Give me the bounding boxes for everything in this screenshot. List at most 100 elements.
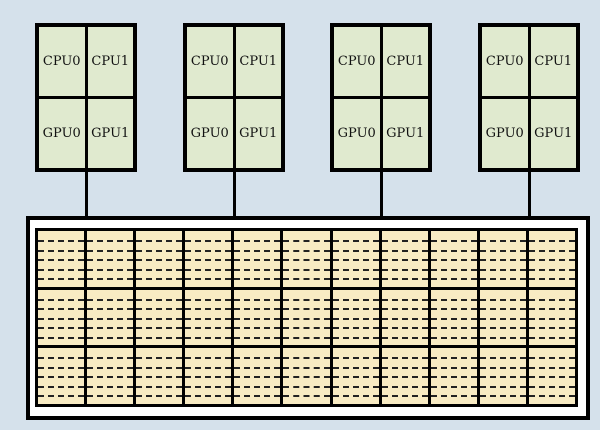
cpu-cell: CPU0	[39, 27, 85, 96]
memory-line	[430, 240, 477, 242]
memory-line	[136, 298, 183, 301]
memory-line	[430, 366, 477, 369]
memory-line	[136, 336, 183, 339]
node-connector	[380, 172, 383, 220]
memory-line	[381, 259, 428, 261]
node-connector	[85, 172, 88, 220]
memory-line	[185, 317, 232, 320]
node-connector	[233, 172, 236, 220]
memory-line	[185, 366, 232, 369]
memory-line	[185, 376, 232, 379]
memory-line	[528, 357, 575, 360]
memory-line	[381, 395, 428, 398]
memory-line	[430, 268, 477, 271]
memory-line	[283, 336, 330, 339]
memory-line	[332, 336, 379, 339]
memory-line	[38, 249, 85, 252]
memory-line	[332, 308, 379, 311]
memory-line	[381, 317, 428, 320]
memory-block	[381, 348, 428, 404]
memory-line	[283, 308, 330, 311]
gpu-cell: GPU0	[39, 99, 85, 168]
memory-line	[234, 298, 281, 301]
memory-line	[430, 298, 477, 301]
memory-line	[528, 385, 575, 388]
memory-line	[136, 385, 183, 388]
memory-block	[381, 289, 428, 346]
memory-line	[234, 376, 281, 379]
memory-line	[38, 327, 85, 330]
memory-line	[87, 259, 134, 261]
memory-line	[430, 278, 477, 280]
gpu-cell: GPU1	[87, 99, 133, 168]
memory-line	[234, 336, 281, 339]
memory-line	[283, 317, 330, 320]
memory-line	[87, 298, 134, 301]
memory-line	[430, 395, 477, 398]
memory-block	[185, 231, 232, 287]
memory-line	[430, 376, 477, 379]
memory-line	[332, 385, 379, 388]
memory-line	[136, 357, 183, 360]
memory-line	[38, 376, 85, 379]
memory-line	[136, 308, 183, 311]
memory-line	[381, 298, 428, 301]
memory-line	[479, 317, 526, 320]
memory-line	[185, 327, 232, 330]
memory-line	[87, 327, 134, 330]
memory-line	[283, 357, 330, 360]
memory-line	[283, 259, 330, 261]
memory-line	[528, 278, 575, 280]
memory-line	[87, 366, 134, 369]
memory-line	[38, 395, 85, 398]
memory-line	[185, 259, 232, 261]
memory-line	[87, 308, 134, 311]
memory-line	[332, 298, 379, 301]
memory-grid	[35, 228, 578, 407]
memory-line	[136, 395, 183, 398]
memory-block	[136, 231, 183, 287]
memory-line	[528, 249, 575, 252]
memory-line	[479, 357, 526, 360]
memory-line	[381, 336, 428, 339]
memory-line	[234, 357, 281, 360]
memory-line	[234, 327, 281, 330]
memory-line	[479, 336, 526, 339]
memory-line	[430, 249, 477, 252]
memory-line	[479, 249, 526, 252]
memory-line	[381, 366, 428, 369]
memory-line	[136, 376, 183, 379]
memory-line	[479, 366, 526, 369]
memory-line	[332, 268, 379, 271]
memory-block	[381, 231, 428, 287]
memory-block	[332, 289, 379, 346]
memory-block	[430, 289, 477, 346]
memory-line	[528, 308, 575, 311]
memory-line	[283, 249, 330, 252]
memory-line	[234, 308, 281, 311]
memory-line	[136, 366, 183, 369]
memory-line	[185, 249, 232, 252]
cpu-cell: CPU0	[187, 27, 233, 96]
memory-line	[38, 259, 85, 261]
memory-line	[136, 249, 183, 252]
memory-block	[185, 348, 232, 404]
memory-line	[332, 249, 379, 252]
memory-line	[381, 357, 428, 360]
memory-block	[332, 231, 379, 287]
memory-line	[283, 268, 330, 271]
memory-line	[136, 317, 183, 320]
memory-block	[234, 348, 281, 404]
memory-line	[332, 357, 379, 360]
memory-line	[479, 395, 526, 398]
cpu-cell: CPU1	[382, 27, 428, 96]
memory-line	[479, 259, 526, 261]
memory-line	[332, 327, 379, 330]
memory-line	[332, 317, 379, 320]
memory-line	[87, 240, 134, 242]
memory-line	[479, 268, 526, 271]
cpu-cell: CPU0	[482, 27, 528, 96]
memory-line	[528, 298, 575, 301]
cpu-cell: CPU1	[235, 27, 281, 96]
memory-line	[283, 240, 330, 242]
